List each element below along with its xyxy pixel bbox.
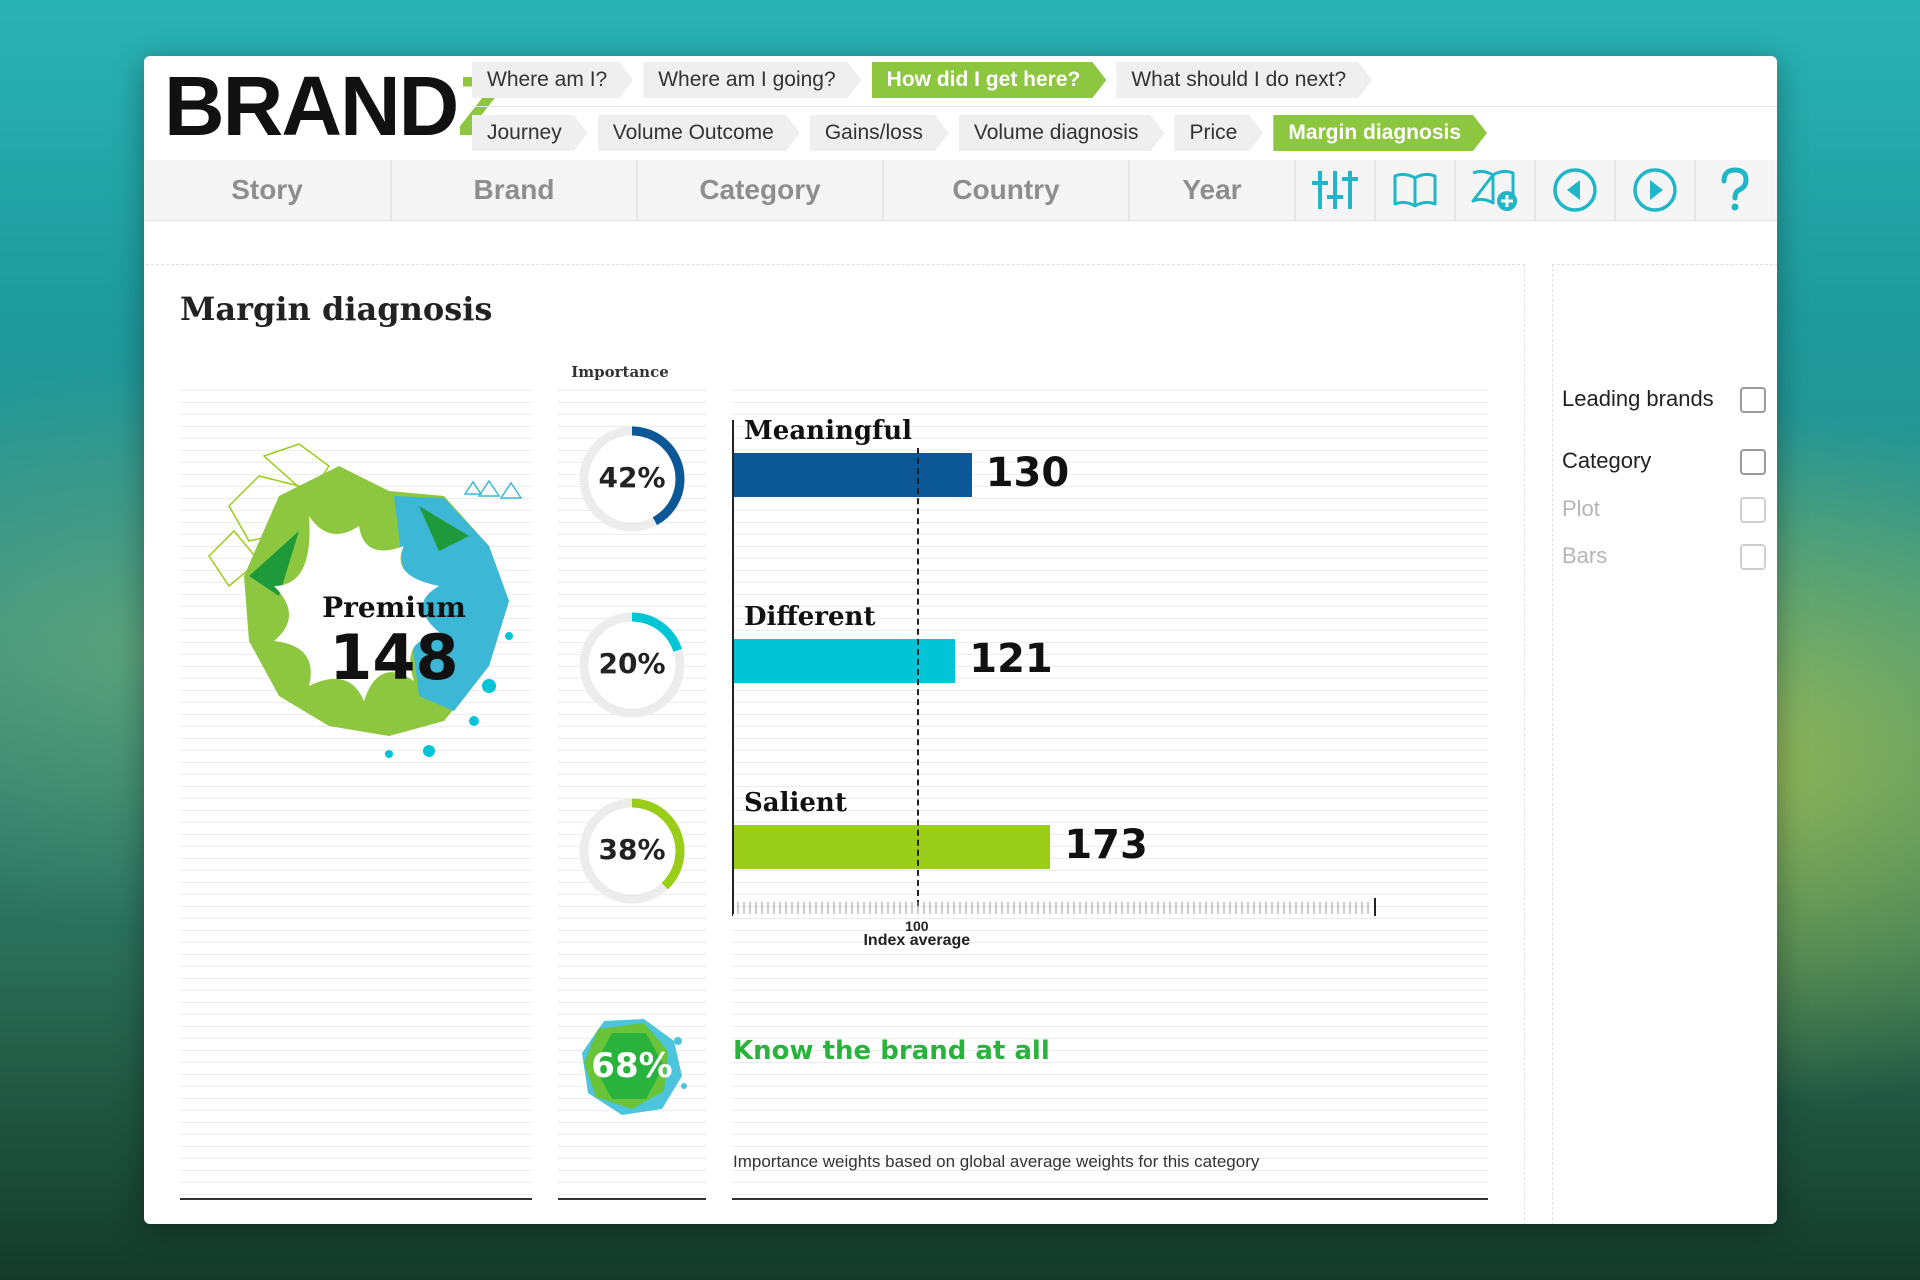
bar-value-meaningful: 130	[985, 450, 1070, 496]
app-window: BRANDZ Where am I? Where am I going? How…	[144, 56, 1777, 1224]
bar-meaningful	[734, 453, 972, 497]
importance-donut-different	[579, 612, 685, 718]
column-bottom-line	[732, 1198, 1488, 1200]
option-bars-checkbox[interactable]	[1740, 544, 1766, 570]
brandz-logo: BRANDZ	[164, 64, 509, 148]
bar-value-salient: 173	[1064, 822, 1148, 868]
chart-column-bg	[732, 390, 1488, 1198]
awareness-splash-badge	[582, 1019, 687, 1115]
index-average-line	[916, 448, 919, 906]
crumb-how-did-i-get-here[interactable]: How did I get here?	[872, 62, 1107, 98]
option-category-checkbox[interactable]	[1740, 449, 1766, 475]
importance-label-different: 20%	[598, 647, 666, 680]
tab-category[interactable]: Category	[638, 160, 884, 220]
index-average-label: Index average	[863, 932, 971, 949]
crumb-what-next[interactable]: What should I do next?	[1116, 62, 1372, 98]
crumb-where-am-i-going[interactable]: Where am I going?	[643, 62, 861, 98]
tab-brand[interactable]: Brand	[392, 160, 638, 220]
option-plot-checkbox[interactable]	[1740, 497, 1766, 523]
bar-label-different: Different	[744, 602, 876, 632]
crumb-volume-outcome[interactable]: Volume Outcome	[598, 115, 800, 151]
previous-icon[interactable]	[1536, 160, 1616, 220]
crumb-where-am-i[interactable]: Where am I?	[472, 62, 633, 98]
bar-different	[734, 639, 956, 683]
crumb-margin-diagnosis[interactable]: Margin diagnosis	[1273, 115, 1487, 151]
premium-label: Premium	[322, 591, 466, 624]
chart-x-axis-ruler	[732, 896, 1376, 916]
sliders-icon[interactable]	[1296, 160, 1376, 220]
tab-story[interactable]: Story	[144, 160, 392, 220]
breadcrumb-sub: Journey Volume Outcome Gains/loss Volume…	[472, 115, 1487, 153]
divider	[472, 106, 1777, 107]
breadcrumb-top: Where am I? Where am I going? How did I …	[472, 62, 1372, 100]
column-bottom-line	[180, 1198, 532, 1200]
crumb-price[interactable]: Price	[1174, 115, 1263, 151]
options-panel	[1552, 264, 1777, 1224]
importance-header: Importance	[571, 363, 669, 381]
logo-main: BRAND	[164, 59, 459, 153]
option-plot-label: Plot	[1562, 496, 1600, 521]
help-icon[interactable]	[1696, 160, 1774, 220]
crumb-gains-loss[interactable]: Gains/loss	[810, 115, 949, 151]
index-tick-label: 100	[905, 918, 929, 934]
column-bottom-line	[558, 1198, 706, 1200]
bar-label-meaningful: Meaningful	[744, 416, 912, 446]
nav-bar: Story Brand Category Country Year	[144, 160, 1777, 221]
next-icon[interactable]	[1616, 160, 1696, 220]
awareness-percent: 68%	[591, 1046, 673, 1086]
book-icon[interactable]	[1376, 160, 1456, 220]
crumb-volume-diagnosis[interactable]: Volume diagnosis	[959, 115, 1165, 151]
crumb-journey[interactable]: Journey	[472, 115, 588, 151]
importance-donut-meaningful	[579, 426, 685, 532]
option-category-label: Category	[1562, 448, 1652, 473]
importance-donut-salient	[579, 798, 685, 904]
footnote: Importance weights based on global avera…	[733, 1152, 1260, 1171]
premium-value: 148	[329, 621, 459, 694]
bar-label-salient: Salient	[744, 788, 847, 818]
tab-country[interactable]: Country	[884, 160, 1130, 220]
importance-label-meaningful: 42%	[598, 461, 666, 494]
option-leading-brands-checkbox[interactable]	[1740, 387, 1766, 413]
awareness-label: Know the brand at all	[733, 1036, 1050, 1066]
chart-y-axis	[732, 420, 734, 914]
option-leading-brands-label: Leading brands	[1562, 386, 1714, 411]
option-bars-label: Bars	[1562, 543, 1608, 568]
importance-label-salient: 38%	[598, 833, 666, 866]
main-panel	[146, 264, 1525, 1224]
premium-splash-graphic	[208, 443, 523, 758]
page-title: Margin diagnosis	[180, 290, 493, 328]
bar-salient	[734, 825, 1051, 869]
tab-year[interactable]: Year	[1130, 160, 1296, 220]
bar-value-different: 121	[969, 636, 1053, 682]
book-add-icon[interactable]	[1456, 160, 1536, 220]
